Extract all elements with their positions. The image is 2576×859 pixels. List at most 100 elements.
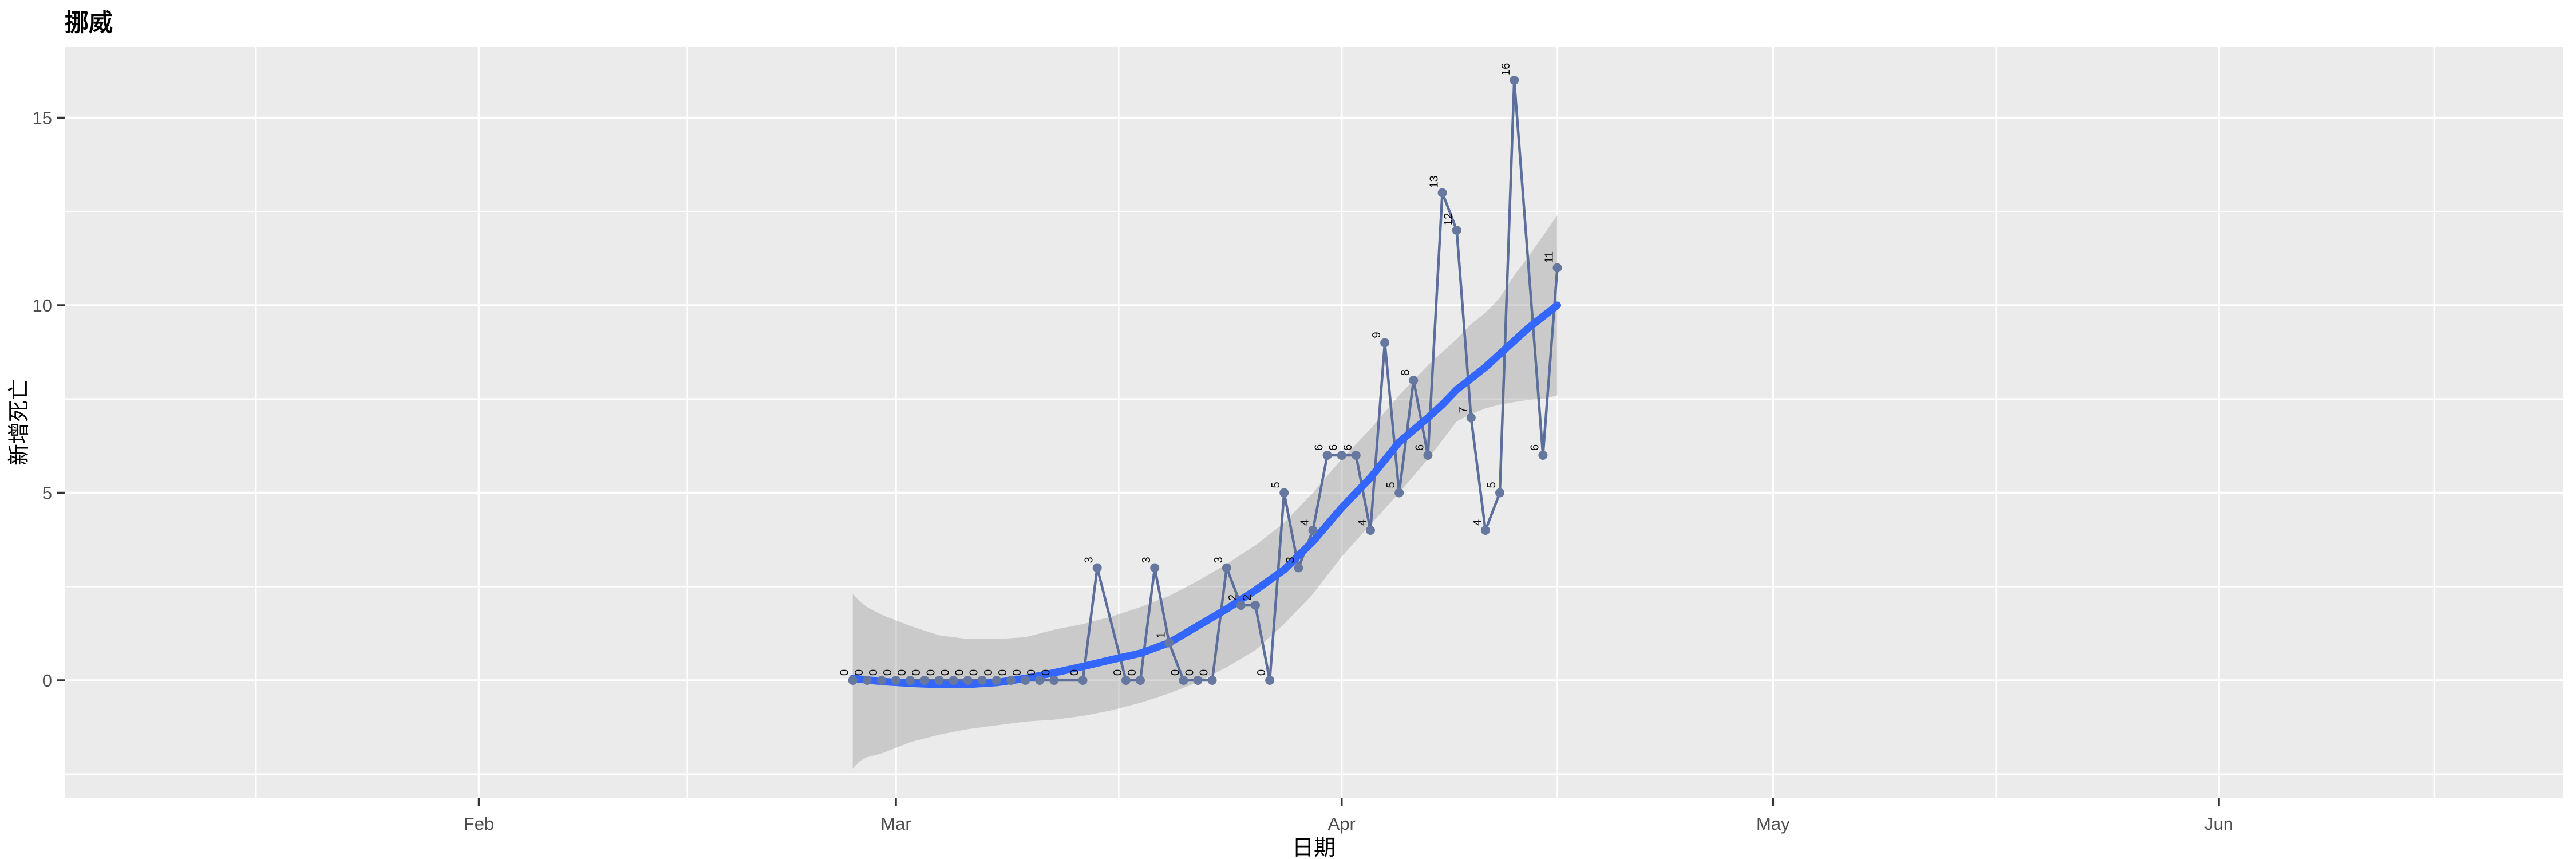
- data-point: [1279, 488, 1289, 498]
- data-label: 6: [1342, 444, 1354, 451]
- data-label: 0: [853, 669, 866, 676]
- data-point: [1006, 676, 1016, 685]
- data-point: [1207, 676, 1217, 685]
- data-point: [1251, 601, 1260, 610]
- data-label: 3: [1083, 557, 1096, 563]
- data-label: 0: [1255, 669, 1268, 676]
- data-label: 0: [1025, 669, 1038, 676]
- data-label: 16: [1500, 63, 1512, 76]
- data-point: [1049, 676, 1059, 685]
- data-point: [1179, 676, 1188, 685]
- data-point: [1380, 338, 1390, 348]
- data-point: [1480, 526, 1490, 535]
- data-label: 9: [1370, 332, 1383, 338]
- data-point: [862, 676, 872, 685]
- x-axis-title: 日期: [1292, 836, 1336, 859]
- data-point: [1322, 451, 1332, 460]
- y-tick-label: 10: [33, 295, 52, 316]
- data-label: 5: [1485, 482, 1498, 488]
- x-tick-label: Apr: [1328, 814, 1356, 834]
- data-point: [1337, 451, 1346, 460]
- data-label: 6: [1528, 444, 1541, 451]
- data-label: 0: [1184, 669, 1196, 676]
- data-label: 4: [1471, 519, 1484, 526]
- smooth-line: [849, 301, 1561, 688]
- data-point: [1222, 563, 1231, 573]
- data-point: [949, 676, 958, 685]
- data-label: 7: [1457, 407, 1469, 413]
- y-tick-label: 5: [42, 483, 52, 503]
- data-point: [1409, 376, 1419, 385]
- data-label: 0: [939, 669, 952, 676]
- plot-title: 挪威: [65, 9, 113, 36]
- data-label: 0: [997, 669, 1009, 676]
- x-tick-label: Feb: [464, 814, 494, 834]
- data-point: [1021, 676, 1030, 685]
- data-point: [1538, 451, 1548, 460]
- data-label: 5: [1270, 482, 1282, 488]
- data-point: [1437, 188, 1447, 198]
- data-label: 0: [839, 669, 851, 676]
- data-label: 1: [1155, 632, 1167, 638]
- data-point: [1308, 526, 1318, 535]
- data-label: 0: [924, 669, 937, 676]
- y-tick-label: 0: [42, 671, 52, 691]
- minor-gridlines: [65, 47, 2563, 798]
- data-label: 3: [1212, 557, 1225, 563]
- data-label: 5: [1385, 482, 1397, 488]
- y-tick-label: 15: [33, 108, 52, 128]
- data-label: 6: [1413, 444, 1426, 451]
- data-label: 0: [1198, 669, 1211, 676]
- data-point: [1265, 676, 1275, 685]
- data-point: [1423, 451, 1433, 460]
- data-point: [934, 676, 944, 685]
- data-label: 3: [1140, 557, 1153, 563]
- x-tick-label: May: [1756, 814, 1790, 834]
- data-point: [1136, 676, 1145, 685]
- data-point: [1035, 676, 1045, 685]
- data-label: 3: [1284, 557, 1297, 563]
- plot-panel: [65, 47, 2563, 798]
- x-tick-label: Mar: [880, 814, 911, 834]
- data-point: [1078, 676, 1088, 685]
- data-point: [1193, 676, 1203, 685]
- data-point: [1150, 563, 1160, 573]
- data-point: [1121, 676, 1131, 685]
- confidence-ribbon-group: [852, 215, 1558, 769]
- data-point: [1552, 263, 1562, 273]
- data-point: [1351, 451, 1361, 460]
- data-label: 0: [1169, 669, 1182, 676]
- data-point: [1366, 526, 1375, 535]
- data-point: [1236, 601, 1246, 610]
- data-label: 0: [1011, 669, 1024, 676]
- data-point: [920, 676, 930, 685]
- data-point: [891, 676, 900, 685]
- data-label: 6: [1327, 444, 1340, 451]
- data-point: [1164, 638, 1174, 648]
- data-label: 0: [1069, 669, 1081, 676]
- data-label: 4: [1299, 519, 1311, 526]
- data-point: [1092, 563, 1102, 573]
- data-label: 6: [1313, 444, 1326, 451]
- data-point: [1294, 563, 1303, 573]
- plot-panel-group: [65, 47, 2563, 798]
- data-label: 0: [968, 669, 981, 676]
- data-label: 0: [896, 669, 908, 676]
- data-label: 2: [1241, 594, 1254, 601]
- data-label: 0: [954, 669, 966, 676]
- data-label: 0: [1126, 669, 1139, 676]
- major-gridlines: [65, 47, 2563, 798]
- data-point: [977, 676, 987, 685]
- data-point: [1510, 76, 1519, 85]
- data-point: [1495, 488, 1504, 498]
- data-label: 2: [1227, 594, 1239, 601]
- data-label: 0: [1040, 669, 1052, 676]
- data-label: 0: [910, 669, 923, 676]
- data-label: 13: [1428, 175, 1441, 188]
- data-point: [1466, 413, 1476, 423]
- smooth-line-group: [849, 301, 1561, 688]
